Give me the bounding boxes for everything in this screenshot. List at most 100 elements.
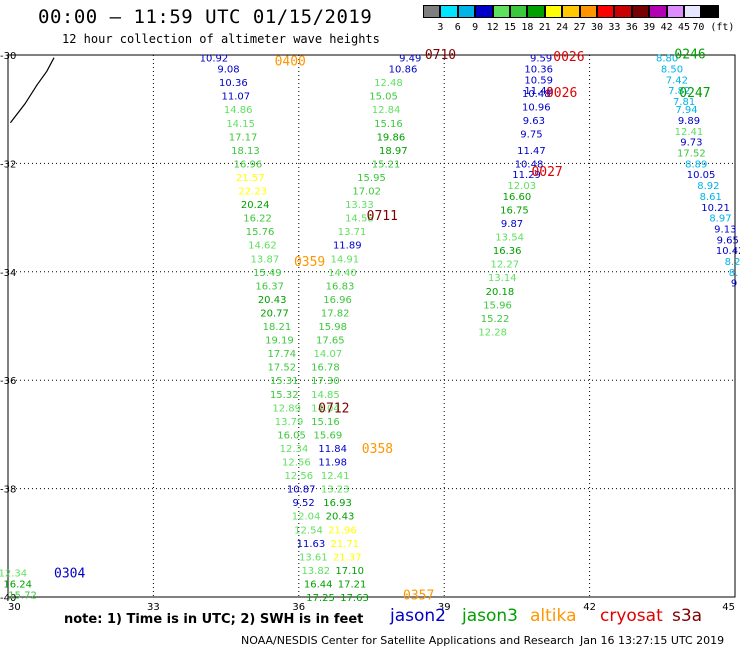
coastline — [9, 57, 55, 124]
colorbar-swatch — [701, 5, 719, 18]
wave-height-label: 12.89 — [272, 403, 301, 414]
y-tick-label: -32 — [0, 159, 16, 170]
footer-note: note: 1) Time is in UTC; 2) SWH is in fe… — [64, 612, 364, 627]
wave-height-label: 20.43 — [258, 295, 287, 306]
colorbar-label: 36 — [625, 22, 638, 33]
wave-height-label: 15.69 — [314, 430, 343, 441]
wave-height-label: 11.07 — [221, 92, 250, 103]
wave-height-label: 8.80 — [656, 54, 678, 65]
y-tick-label: -30 — [0, 51, 16, 62]
wave-height-label: 10.36 — [524, 65, 553, 76]
colorbar-swatch — [684, 5, 702, 18]
wave-height-label: 16.83 — [326, 281, 355, 292]
wave-height-label: 12.34 — [0, 569, 27, 580]
wave-height-label: 12.48 — [374, 78, 403, 89]
wave-height-label: 12.56 — [282, 458, 311, 469]
colorbar-label: 21 — [538, 22, 551, 33]
wave-height-label: 10.86 — [389, 65, 418, 76]
wave-height-label: 16.24 — [3, 579, 32, 590]
wave-height-label: 21.57 — [236, 173, 265, 184]
colorbar-swatch — [544, 5, 563, 18]
wave-height-label: 10.48 — [515, 159, 544, 170]
wave-height-label: 10.48 — [522, 89, 551, 100]
wave-height-label: 7.94 — [675, 105, 697, 116]
pass-time-label: 0246 — [674, 47, 705, 62]
wave-height-label: 9.59 — [530, 54, 552, 65]
wave-height-label: 17.82 — [321, 308, 350, 319]
wave-height-label: 8.92 — [697, 181, 719, 192]
colorbar-swatch — [579, 5, 597, 18]
wave-height-label: 10.42 — [716, 246, 740, 257]
colorbar-label: 39 — [643, 22, 656, 33]
legend-jason2: jason2 — [390, 606, 446, 626]
colorbar-swatch — [440, 5, 458, 18]
wave-height-label: 9.75 — [520, 130, 542, 141]
wave-height-label: 13.61 — [299, 552, 328, 563]
colorbar-label: 6 — [454, 22, 461, 33]
wave-height-label: 22.23 — [238, 187, 267, 198]
wave-height-label: 15.49 — [253, 268, 282, 279]
wave-height-label: 12.27 — [490, 260, 519, 271]
wave-height-label: 15.21 — [372, 159, 401, 170]
wave-height-label: 14.86 — [224, 105, 253, 116]
wave-height-label: 17.52 — [677, 149, 706, 160]
wave-height-label: 17.30 — [311, 376, 340, 387]
wave-height-label: 15.98 — [318, 322, 347, 333]
x-tick-label: 39 — [438, 602, 451, 613]
wave-height-label: 10.87 — [287, 485, 316, 496]
y-tick-label: -40 — [0, 593, 16, 604]
wave-height-label: 19.19 — [265, 336, 294, 347]
wave-height-label: 8.89 — [685, 159, 707, 170]
wave-height-label: 16.96 — [323, 295, 352, 306]
wave-height-label: 16.44 — [304, 579, 333, 590]
wave-height-label: 12.03 — [507, 181, 536, 192]
colorbar-swatch — [666, 5, 684, 18]
wave-height-label: 11.84 — [318, 444, 347, 455]
colorbar-label: 27 — [573, 22, 586, 33]
wave-height-label: 15.95 — [357, 173, 386, 184]
credit-text: NOAA/NESDIS Center for Satellite Applica… — [241, 634, 575, 647]
wave-height-label: 9.08 — [217, 65, 239, 76]
wave-height-label: 14.85 — [311, 390, 340, 401]
x-tick-label: 36 — [292, 602, 305, 613]
colorbar-label: 24 — [556, 22, 569, 33]
legend-jason3: jason3 — [462, 606, 518, 626]
wave-height-label: 14.07 — [314, 349, 343, 360]
colorbar-label: 18 — [521, 22, 534, 33]
wave-height-label: 17.10 — [335, 566, 364, 577]
wave-height-label: 12.34 — [280, 444, 309, 455]
wave-height-label: 12.54 — [294, 525, 323, 536]
wave-height-label: 17.17 — [229, 132, 258, 143]
time-labels: 0400 0710 0711 0359 0712 0358 0357 0026 0026 0027… — [54, 47, 711, 603]
page-title: 00:00 – 11:59 UTC 01/15/2019 — [38, 6, 373, 28]
wave-height-label: 15.96 — [483, 300, 512, 311]
colorbar-swatch — [631, 5, 650, 18]
wave-height-label: 9.73 — [680, 138, 702, 149]
wave-height-label: 14.58 — [345, 214, 374, 225]
wave-height-label: 14.40 — [328, 268, 357, 279]
wave-height-label: 13.71 — [338, 227, 367, 238]
wave-height-label: 7.81 — [673, 97, 695, 108]
legend-altika: altika — [530, 606, 577, 626]
wave-height-label: 21.71 — [331, 539, 360, 550]
wave-height-label: 15.16 — [311, 417, 340, 428]
wave-height-label: 9.52 — [293, 498, 315, 509]
wave-height-label: 15.16 — [374, 119, 403, 130]
wave-height-label: 16.22 — [243, 214, 272, 225]
wave-height-label: 12.41 — [675, 127, 704, 138]
colorbar-label: 30 — [590, 22, 604, 33]
wave-height-label: 20.24 — [241, 200, 270, 211]
axes: 30 33 36 39 42 45 -30 -32 -34 -36 -38 -40 — [0, 51, 736, 613]
colorbar-label: 42 — [660, 22, 673, 33]
wave-height-label: 13.87 — [251, 254, 280, 265]
wave-height-label: 15.76 — [246, 227, 275, 238]
colorbar-swatch — [457, 5, 476, 18]
wave-height-label: 11.98 — [318, 458, 347, 469]
wave-height-label: 16.60 — [503, 192, 532, 203]
wave-height-label: 8.50 — [661, 65, 683, 76]
wave-height-label: 9.65 — [717, 235, 739, 246]
wave-height-label: 14.15 — [226, 119, 255, 130]
wave-height-label: 9.63 — [523, 116, 545, 127]
wave-height-label: 13.14 — [488, 273, 517, 284]
